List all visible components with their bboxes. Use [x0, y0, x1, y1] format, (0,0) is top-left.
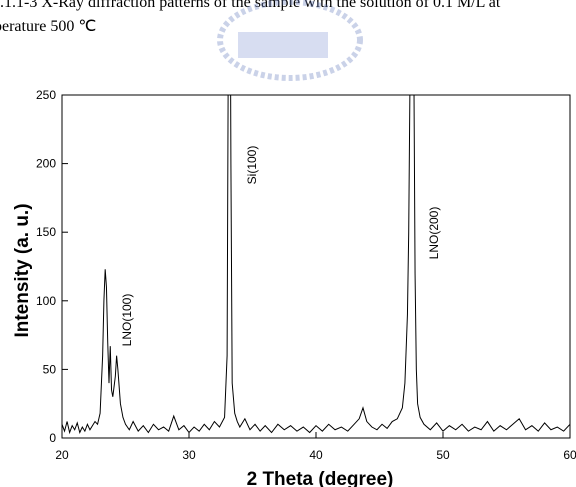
data-line [62, 95, 570, 435]
watermark [217, 0, 363, 81]
y-tick-label: 250 [36, 88, 56, 102]
peak-annotation: LNO(200) [427, 207, 441, 260]
y-axis-label: Intensity (a. u.) [12, 203, 33, 337]
peak-annotation: Si(100) [245, 146, 259, 185]
x-tick-label: 20 [55, 448, 69, 462]
plot-frame [61, 94, 571, 439]
y-tick-label: 200 [36, 157, 56, 171]
y-tick-label: 50 [43, 362, 57, 376]
x-tick-label: 40 [309, 448, 323, 462]
x-tick-label: 60 [563, 448, 576, 462]
y-tick-label: 150 [36, 225, 56, 239]
x-tick-label: 30 [182, 448, 196, 462]
peak-annotation: LNO(100) [120, 294, 134, 347]
x-tick-label: 50 [436, 448, 450, 462]
y-tick-label: 100 [36, 294, 56, 308]
caption-line: perature 500 ℃ [0, 18, 97, 35]
x-axis-label: 2 Theta (degree) [247, 469, 394, 487]
caption-line: 3.1.1-3 X-Ray diffraction patterns of th… [0, 0, 501, 11]
y-tick-label: 0 [49, 431, 56, 445]
